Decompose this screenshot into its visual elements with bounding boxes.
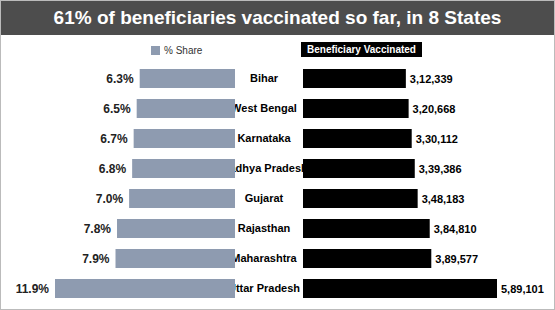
svg-text:3,84,810: 3,84,810	[434, 223, 477, 235]
svg-text:Gujarat: Gujarat	[245, 192, 284, 204]
svg-text:3,20,668: 3,20,668	[413, 103, 456, 115]
svg-text:6.8%: 6.8%	[99, 162, 127, 176]
svg-text:3,39,386: 3,39,386	[419, 163, 462, 175]
svg-text:7.8%: 7.8%	[84, 222, 112, 236]
svg-text:Rajasthan: Rajasthan	[238, 222, 291, 234]
svg-text:3,12,339: 3,12,339	[410, 73, 453, 85]
svg-text:5,89,101: 5,89,101	[501, 283, 544, 295]
svg-text:Madhya Pradesh: Madhya Pradesh	[235, 162, 308, 174]
html-text:Beneficiary Vaccinated: Beneficiary Vaccinated	[307, 44, 416, 55]
svg-text:Uttar Pradesh: Uttar Pradesh	[235, 282, 300, 294]
svg-text:West Bengal: West Bengal	[235, 102, 297, 114]
svg-text:7.9%: 7.9%	[82, 252, 110, 266]
svg-text:Maharashtra: Maharashtra	[235, 252, 298, 264]
html-text:% Share: % Share	[164, 45, 203, 56]
svg-text:6.5%: 6.5%	[103, 102, 131, 116]
svg-text:Bihar: Bihar	[250, 72, 279, 84]
svg-text:6.7%: 6.7%	[100, 132, 128, 146]
svg-text:6.3%: 6.3%	[106, 72, 134, 86]
svg-text:3,30,112: 3,30,112	[416, 133, 458, 145]
svg-text:3,48,183: 3,48,183	[422, 193, 465, 205]
svg-text:Karnataka: Karnataka	[237, 132, 291, 144]
html-text:61% of beneficiaries vaccinate: 61% of beneficiaries vaccinated so far, …	[53, 7, 502, 28]
svg-text:3,89,577: 3,89,577	[435, 253, 478, 265]
svg-text:7.0%: 7.0%	[96, 192, 124, 206]
svg-text:11.9%: 11.9%	[16, 282, 50, 296]
